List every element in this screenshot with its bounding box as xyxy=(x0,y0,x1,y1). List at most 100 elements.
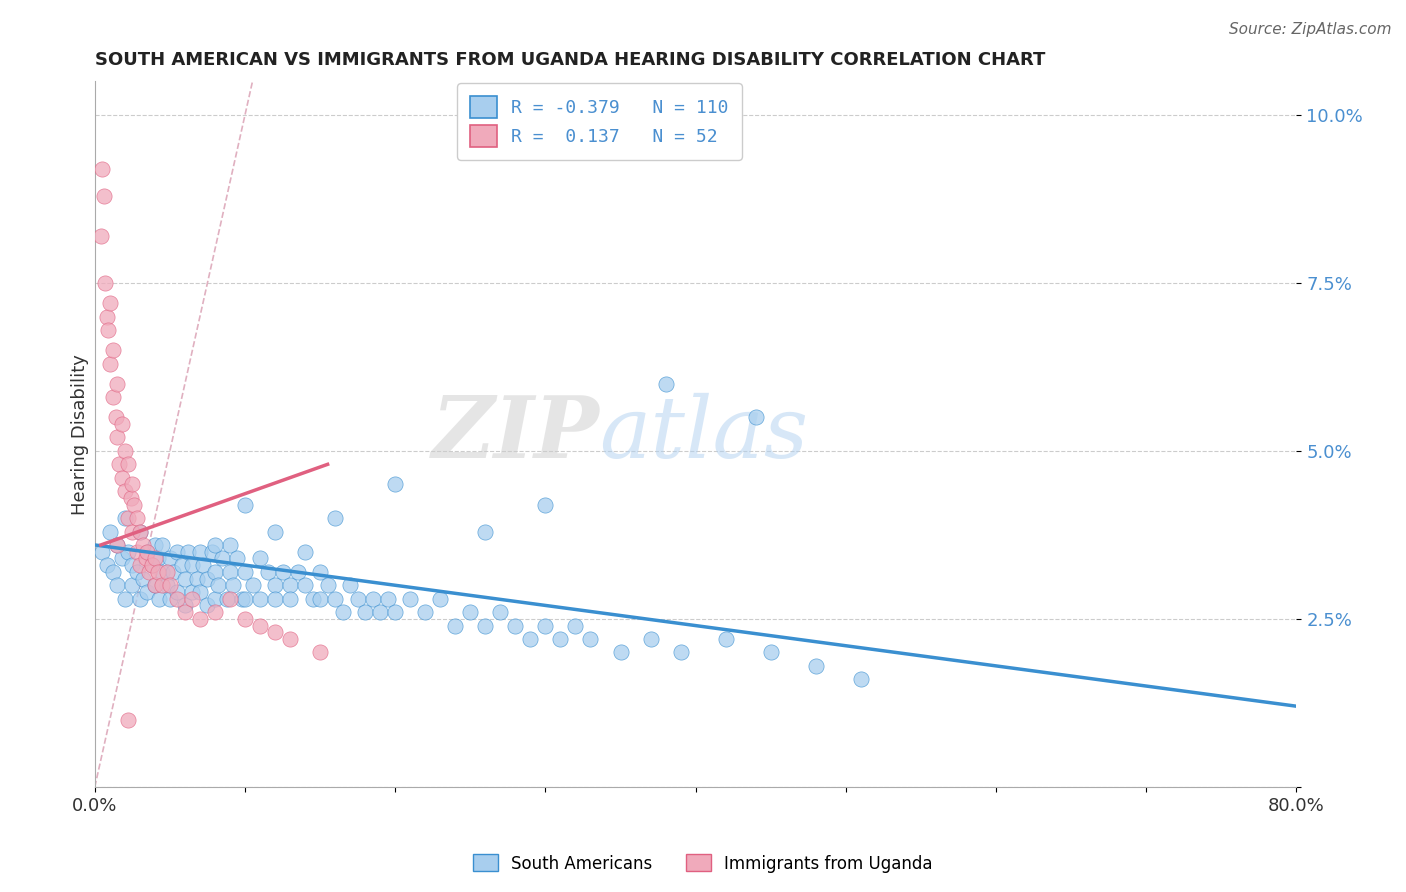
Point xyxy=(128,524,150,539)
Point xyxy=(474,618,496,632)
Point xyxy=(361,591,384,606)
Point xyxy=(159,578,181,592)
Point xyxy=(174,572,197,586)
Point xyxy=(744,410,766,425)
Point xyxy=(114,591,136,606)
Point xyxy=(93,188,115,202)
Point xyxy=(120,491,142,505)
Point xyxy=(204,591,226,606)
Point xyxy=(550,632,572,646)
Point xyxy=(143,578,166,592)
Point xyxy=(117,713,139,727)
Point xyxy=(197,572,219,586)
Point xyxy=(759,645,782,659)
Point xyxy=(101,565,124,579)
Point xyxy=(204,605,226,619)
Point xyxy=(377,591,399,606)
Point xyxy=(121,578,143,592)
Point xyxy=(226,551,249,566)
Point xyxy=(150,578,173,592)
Point xyxy=(640,632,662,646)
Point xyxy=(188,612,211,626)
Point xyxy=(105,430,128,444)
Point xyxy=(121,558,143,573)
Point xyxy=(219,538,242,552)
Point xyxy=(122,498,145,512)
Point xyxy=(174,605,197,619)
Point xyxy=(211,551,233,566)
Point xyxy=(132,572,155,586)
Point xyxy=(146,565,169,579)
Point xyxy=(121,477,143,491)
Point xyxy=(98,524,121,539)
Point xyxy=(108,458,131,472)
Point xyxy=(150,565,173,579)
Point xyxy=(264,524,287,539)
Legend: R = -0.379   N = 110, R =  0.137   N = 52: R = -0.379 N = 110, R = 0.137 N = 52 xyxy=(457,83,741,160)
Point xyxy=(323,591,346,606)
Text: Source: ZipAtlas.com: Source: ZipAtlas.com xyxy=(1229,22,1392,37)
Point xyxy=(384,477,406,491)
Point xyxy=(207,578,229,592)
Point xyxy=(143,551,166,566)
Point xyxy=(278,578,301,592)
Point xyxy=(162,565,184,579)
Point xyxy=(399,591,422,606)
Point xyxy=(125,511,148,525)
Point xyxy=(242,578,264,592)
Point xyxy=(294,544,316,558)
Point xyxy=(114,511,136,525)
Point xyxy=(136,585,159,599)
Point xyxy=(204,565,226,579)
Point xyxy=(222,578,245,592)
Point xyxy=(429,591,451,606)
Point xyxy=(219,565,242,579)
Point xyxy=(97,323,120,337)
Text: SOUTH AMERICAN VS IMMIGRANTS FROM UGANDA HEARING DISABILITY CORRELATION CHART: SOUTH AMERICAN VS IMMIGRANTS FROM UGANDA… xyxy=(94,51,1045,69)
Point xyxy=(231,591,253,606)
Point xyxy=(117,544,139,558)
Point xyxy=(264,625,287,640)
Point xyxy=(233,565,256,579)
Point xyxy=(204,538,226,552)
Point xyxy=(384,605,406,619)
Point xyxy=(111,417,134,431)
Point xyxy=(132,538,155,552)
Legend: South Americans, Immigrants from Uganda: South Americans, Immigrants from Uganda xyxy=(467,847,939,880)
Point xyxy=(191,558,214,573)
Point xyxy=(98,296,121,310)
Point xyxy=(174,599,197,613)
Point xyxy=(156,565,179,579)
Point xyxy=(188,585,211,599)
Point xyxy=(166,591,188,606)
Point xyxy=(534,498,557,512)
Point xyxy=(105,578,128,592)
Point xyxy=(294,578,316,592)
Point xyxy=(111,551,134,566)
Point xyxy=(148,591,170,606)
Point xyxy=(332,605,354,619)
Point xyxy=(141,558,163,573)
Text: ZIP: ZIP xyxy=(432,392,599,475)
Point xyxy=(138,565,160,579)
Point xyxy=(101,390,124,404)
Point xyxy=(301,591,323,606)
Point xyxy=(181,558,204,573)
Point xyxy=(323,511,346,525)
Point xyxy=(143,578,166,592)
Point xyxy=(177,544,200,558)
Point xyxy=(249,551,271,566)
Point xyxy=(166,544,188,558)
Point xyxy=(197,599,219,613)
Point xyxy=(170,558,193,573)
Point xyxy=(181,585,204,599)
Point xyxy=(278,591,301,606)
Point xyxy=(505,618,527,632)
Point xyxy=(96,310,118,324)
Point xyxy=(166,585,188,599)
Point xyxy=(96,558,118,573)
Point xyxy=(125,565,148,579)
Point xyxy=(346,591,368,606)
Point xyxy=(135,551,157,566)
Point xyxy=(121,524,143,539)
